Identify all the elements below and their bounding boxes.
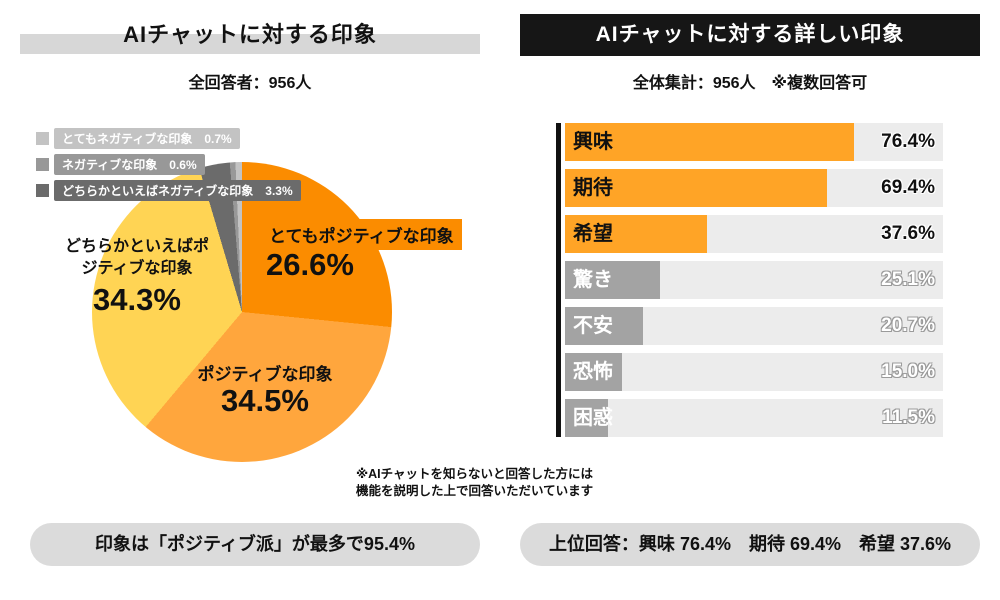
bar-fill — [565, 261, 660, 299]
bar-chart: 興味 76.4% 期待 69.4% 希望 37.6% 驚き 25.1% 不安 20.7% 恐怖 15.… — [556, 123, 948, 437]
legend-label: ネガティブな印象 0.6% — [54, 154, 205, 175]
bar-axis-line — [556, 123, 561, 437]
bar-value-label: 37.6% — [881, 223, 935, 244]
pie-legend: とてもネガティブな印象 0.7% ネガティブな印象 0.6% どちらかといえばネガテ… — [36, 128, 301, 206]
bar-row: 期待 69.4% — [565, 169, 943, 207]
footnote-line2: 機能を説明した上で回答いただいています — [356, 484, 594, 498]
pie-value-very-positive: 26.6% — [266, 247, 354, 282]
bar-row: 恐怖 15.0% — [565, 353, 943, 391]
bar-category-label: 驚き — [573, 269, 613, 291]
left-panel-title: AIチャットに対する印象 — [20, 14, 480, 56]
bar-fill — [565, 353, 622, 391]
bar-category-label: 不安 — [573, 315, 613, 337]
bar-rows: 興味 76.4% 期待 69.4% 希望 37.6% 驚き 25.1% 不安 20.7% 恐怖 15.… — [565, 123, 948, 437]
bar-fill — [565, 307, 644, 345]
bar-value-label: 20.7% — [881, 315, 935, 336]
bar-fill — [565, 399, 609, 437]
legend-item: ネガティブな印象 0.6% — [36, 154, 301, 175]
bar-value-label: 76.4% — [881, 131, 935, 152]
legend-item: とてもネガティブな印象 0.7% — [36, 128, 301, 149]
pie-label-positive: ポジティブな印象 — [197, 365, 333, 384]
legend-swatch-icon — [36, 158, 49, 171]
bar-row: 困惑 11.5% — [565, 399, 943, 437]
bar-row: 興味 76.4% — [565, 123, 943, 161]
footnote-line1: ※AIチャットを知らないと回答した方には — [356, 467, 594, 481]
legend-label: どちらかといえばネガティブな印象 3.3% — [54, 180, 301, 201]
bar-category-label: 恐怖 — [573, 361, 613, 383]
right-summary-pill: 上位回答：興味 76.4% 期待 69.4% 希望 37.6% — [520, 523, 980, 566]
pie-label-very-positive: とてもポジティブな印象 — [261, 219, 462, 250]
footnote: ※AIチャットを知らないと回答した方には 機能を説明した上で回答いただいています — [356, 466, 593, 500]
bar-fill — [565, 215, 708, 253]
bar-category-label: 困惑 — [573, 407, 613, 429]
legend-swatch-icon — [36, 184, 49, 197]
legend-swatch-icon — [36, 132, 49, 145]
left-title-text: AIチャットに対する印象 — [123, 22, 377, 47]
right-panel-title: AIチャットに対する詳しい印象 — [520, 14, 980, 56]
legend-item: どちらかといえばネガティブな印象 3.3% — [36, 180, 301, 201]
pie-chart — [92, 162, 392, 462]
bar-value-label: 69.4% — [881, 177, 935, 198]
legend-label: とてもネガティブな印象 0.7% — [54, 128, 240, 149]
bar-row: 不安 20.7% — [565, 307, 943, 345]
bar-row: 希望 37.6% — [565, 215, 943, 253]
left-subtitle: 全回答者：956人 — [188, 75, 312, 92]
bar-category-label: 希望 — [573, 223, 613, 245]
title-highlight-bar — [20, 34, 480, 54]
bar-category-label: 興味 — [573, 131, 613, 153]
pie-label-somewhat-positive: どちらかといえばポジティブな印象 — [64, 238, 209, 277]
bar-fill — [565, 123, 854, 161]
bar-category-label: 期待 — [573, 177, 613, 199]
bar-fill — [565, 169, 828, 207]
bar-value-label: 25.1% — [881, 269, 935, 290]
pie-value-somewhat-positive: 34.3% — [93, 282, 181, 317]
right-subtitle: 全体集計：956人 ※複数回答可 — [632, 75, 868, 92]
left-summary-pill: 印象は「ポジティブ派」が最多で95.4% — [30, 523, 480, 566]
pie-value-positive: 34.5% — [221, 383, 309, 418]
bar-value-label: 15.0% — [881, 361, 935, 382]
bar-row: 驚き 25.1% — [565, 261, 943, 299]
bar-value-label: 11.5% — [882, 407, 935, 428]
